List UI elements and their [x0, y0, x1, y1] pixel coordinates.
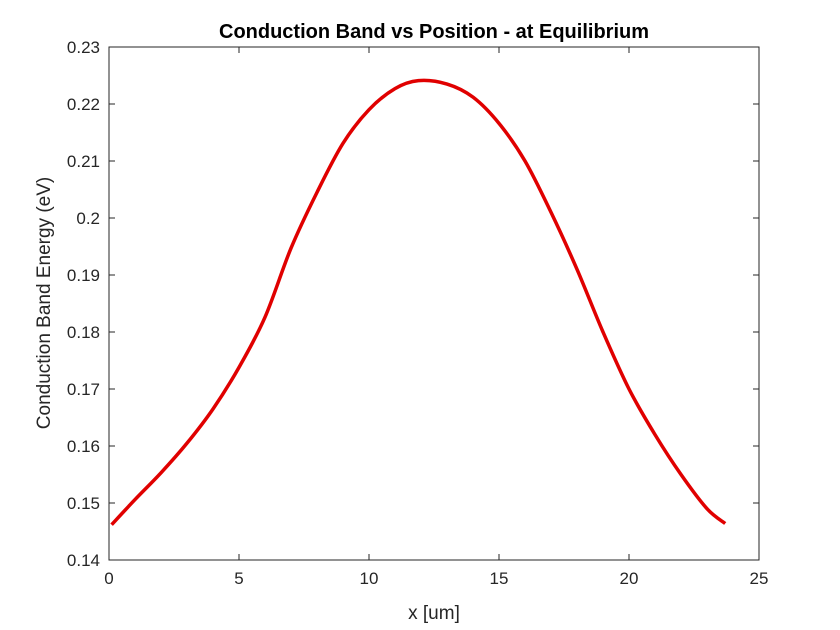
plot-area — [109, 47, 759, 560]
chart-title: Conduction Band vs Position - at Equilib… — [219, 21, 649, 43]
series-layer — [110, 78, 727, 526]
y-axis-ticks: 0.14 0.15 0.16 0.17 0.18 0.19 0.2 0.21 0.22 0.23 — [67, 38, 759, 570]
x-tick-label: 20 — [620, 569, 639, 588]
x-tick-label: 25 — [750, 569, 769, 588]
y-tick-label: 0.19 — [67, 266, 100, 285]
y-tick-label: 0.21 — [67, 152, 100, 171]
y-axis-title: Conduction Band Energy (eV) — [34, 177, 55, 429]
series-line — [110, 78, 727, 526]
y-tick-label: 0.23 — [67, 38, 100, 57]
axes-box — [108, 46, 760, 561]
y-tick-label: 0.14 — [67, 551, 100, 570]
y-tick-label: 0.16 — [67, 437, 100, 456]
y-tick-label: 0.15 — [67, 494, 100, 513]
x-tick-label: 0 — [104, 569, 113, 588]
y-tick-label: 0.22 — [67, 95, 100, 114]
y-tick-label: 0.18 — [67, 323, 100, 342]
x-axis-ticks: 0 5 10 15 20 25 — [104, 47, 768, 588]
x-tick-label: 10 — [360, 569, 379, 588]
x-tick-label: 5 — [234, 569, 243, 588]
x-tick-label: 15 — [490, 569, 509, 588]
y-tick-label: 0.2 — [76, 209, 100, 228]
y-tick-label: 0.17 — [67, 380, 100, 399]
x-axis-title: x [um] — [408, 603, 460, 624]
